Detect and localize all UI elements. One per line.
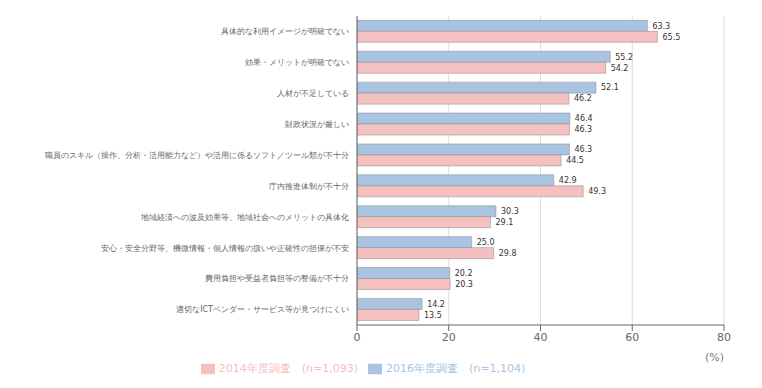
svg-text:44.5: 44.5	[566, 156, 584, 165]
svg-text:庁内推進体制が不十分: 庁内推進体制が不十分	[269, 182, 349, 191]
svg-text:具体的な利用イメージが明確でない: 具体的な利用イメージが明確でない	[221, 27, 349, 36]
svg-text:安心・安全分野等、機微情報・個人情報の扱いや正確性の担保が不: 安心・安全分野等、機微情報・個人情報の扱いや正確性の担保が不安	[101, 244, 349, 253]
svg-text:財政状況が厳しい: 財政状況が厳しい	[285, 120, 349, 129]
svg-text:42.9: 42.9	[559, 176, 577, 185]
svg-text:適切なICTベンダー・サービス等が見つけにくい: 適切なICTベンダー・サービス等が見つけにくい	[176, 305, 349, 314]
svg-text:20.2: 20.2	[455, 269, 473, 278]
html-text:2016年度調査 (n=1,104): 2016年度調査 (n=1,104)	[386, 362, 526, 375]
svg-text:65.5: 65.5	[662, 33, 680, 42]
svg-text:20.3: 20.3	[455, 280, 473, 289]
svg-text:46.3: 46.3	[574, 125, 592, 134]
svg-text:29.1: 29.1	[495, 218, 513, 227]
svg-text:30.3: 30.3	[501, 207, 519, 216]
svg-text:46.3: 46.3	[574, 145, 592, 154]
svg-text:40: 40	[534, 331, 548, 344]
svg-text:14.2: 14.2	[427, 300, 445, 309]
svg-text:地域経済への波及効果等、地域社会へのメリットの具体化: 地域経済への波及効果等、地域社会へのメリットの具体化	[140, 213, 349, 222]
svg-text:46.4: 46.4	[575, 114, 593, 123]
svg-text:25.0: 25.0	[477, 238, 495, 247]
svg-text:費用負担や受益者負担等の整備が不十分: 費用負担や受益者負担等の整備が不十分	[205, 274, 349, 283]
svg-text:13.5: 13.5	[424, 311, 442, 320]
svg-text:人材が不足している: 人材が不足している	[277, 89, 349, 98]
svg-text:49.3: 49.3	[588, 187, 606, 196]
svg-text:(%): (%)	[705, 351, 724, 364]
svg-text:0: 0	[354, 331, 361, 344]
svg-text:20: 20	[442, 331, 456, 344]
svg-text:55.2: 55.2	[615, 53, 633, 62]
html-text:2014年度調査 (n=1,093): 2014年度調査 (n=1,093)	[218, 362, 358, 375]
svg-text:52.1: 52.1	[601, 83, 619, 92]
svg-text:60: 60	[625, 331, 639, 344]
svg-text:職員のスキル（操作、分析・活用能力など）や活用に係るソフト／: 職員のスキル（操作、分析・活用能力など）や活用に係るソフト／ツール類が不十分	[45, 151, 349, 160]
svg-text:63.3: 63.3	[652, 22, 670, 31]
svg-text:46.2: 46.2	[574, 94, 592, 103]
svg-text:54.2: 54.2	[611, 64, 629, 73]
svg-text:29.8: 29.8	[499, 249, 517, 258]
svg-text:80: 80	[717, 331, 731, 344]
svg-text:効果・メリットが明確でない: 効果・メリットが明確でない	[245, 58, 349, 67]
